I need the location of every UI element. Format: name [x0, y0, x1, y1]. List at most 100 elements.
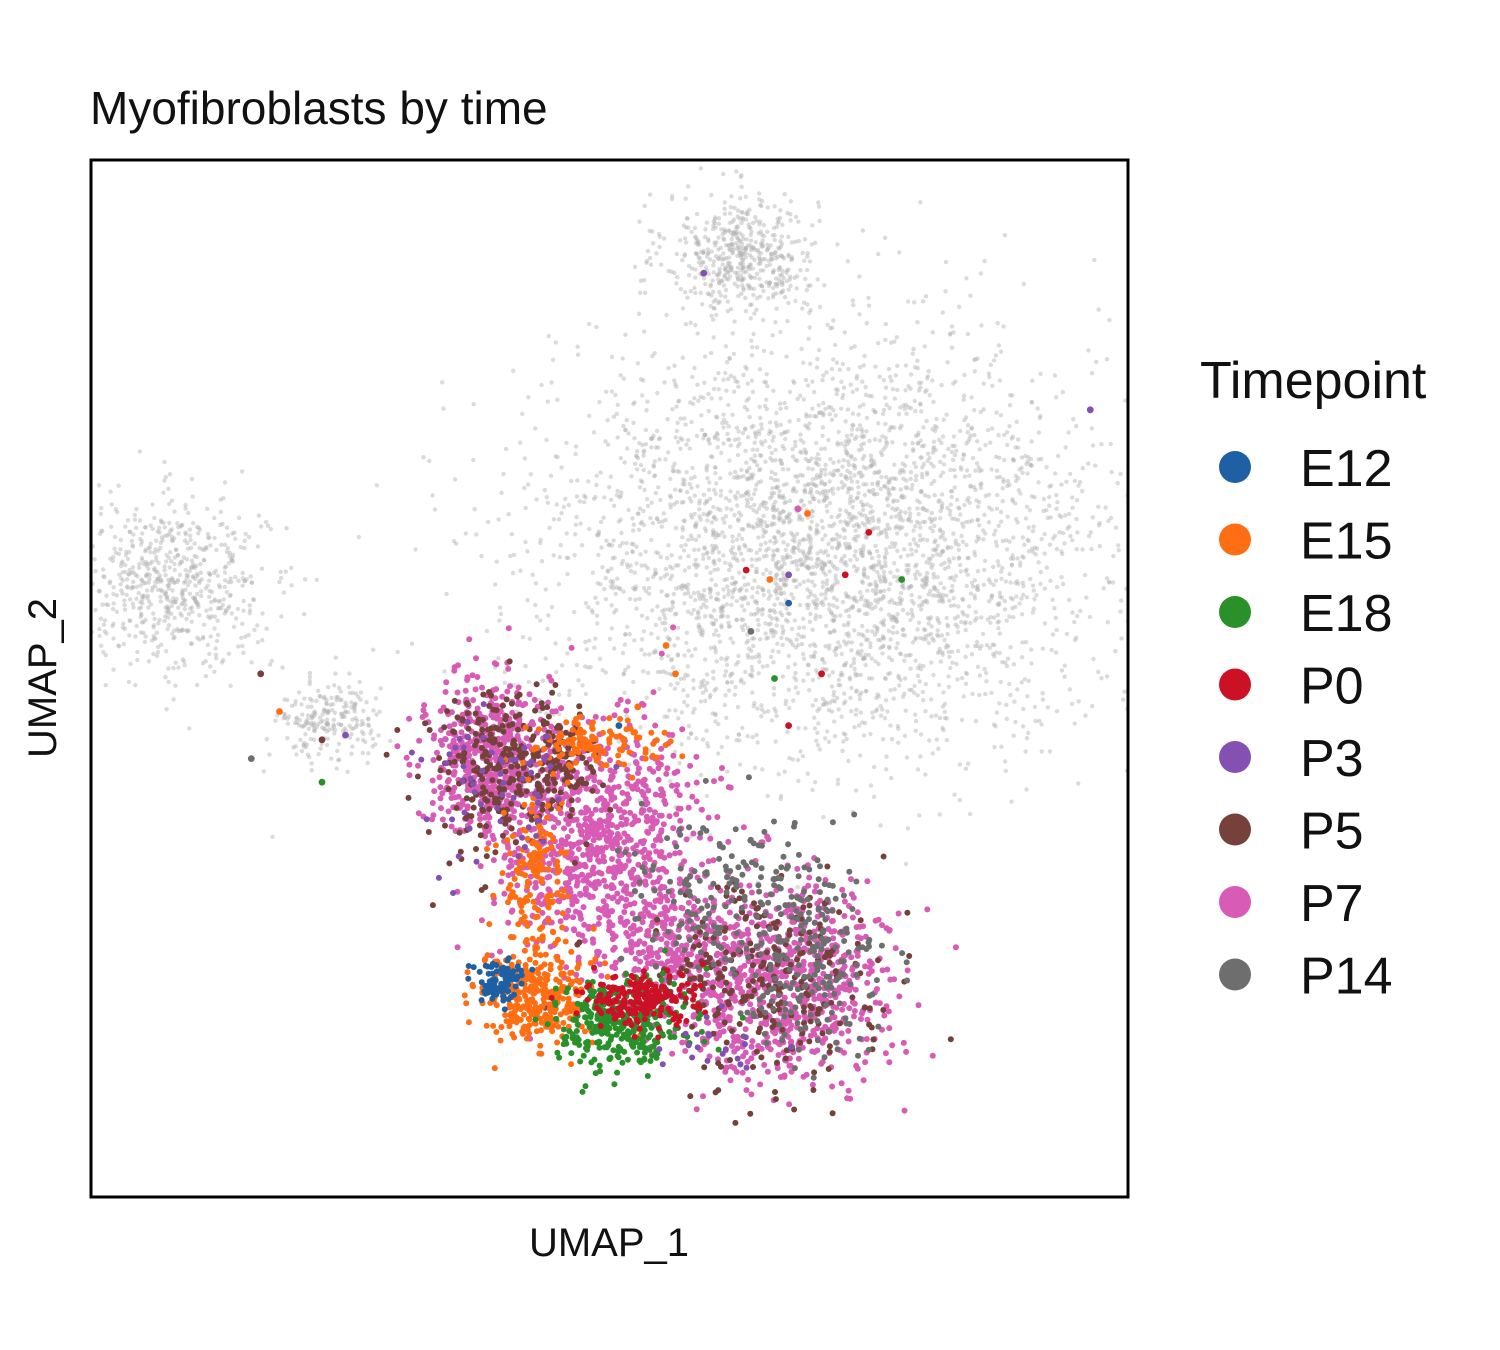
background-point — [672, 643, 677, 648]
background-point — [1160, 557, 1164, 561]
background-point — [150, 502, 155, 507]
background-point — [965, 423, 971, 428]
background-point — [709, 192, 714, 198]
background-point — [333, 655, 338, 660]
background-point — [681, 477, 686, 482]
background-point — [835, 442, 840, 447]
background-point — [360, 719, 365, 724]
background-point — [326, 708, 331, 713]
background-point — [711, 259, 717, 264]
background-point — [749, 664, 754, 670]
background-point — [849, 640, 855, 645]
background-point — [160, 538, 165, 543]
background-point — [70, 581, 74, 585]
background-point — [965, 331, 971, 337]
background-point — [747, 225, 752, 230]
background-point — [139, 577, 144, 582]
background-point — [773, 291, 779, 296]
background-point — [913, 718, 919, 724]
background-point — [726, 592, 731, 597]
background-point — [665, 555, 670, 561]
background-point — [815, 356, 820, 362]
background-point — [205, 583, 210, 588]
background-point — [710, 711, 715, 716]
background-point — [975, 518, 980, 523]
background-point — [848, 382, 853, 387]
background-point — [696, 241, 701, 246]
background-point — [866, 303, 872, 308]
background-point — [705, 476, 710, 481]
background-point — [305, 713, 311, 718]
background-point — [720, 257, 725, 262]
background-point — [197, 580, 202, 586]
background-point — [859, 474, 864, 479]
background-point — [741, 251, 746, 257]
background-point — [162, 525, 167, 530]
background-point — [612, 646, 617, 651]
background-point — [1090, 515, 1095, 520]
background-point — [749, 229, 754, 234]
background-point — [714, 240, 719, 245]
background-point — [307, 670, 313, 676]
background-point — [735, 265, 741, 270]
background-point — [723, 669, 729, 674]
background-point — [681, 499, 686, 505]
background-point — [1023, 639, 1029, 645]
background-point — [1199, 532, 1203, 536]
background-point — [729, 265, 734, 270]
background-point — [721, 256, 727, 261]
background-point — [982, 567, 987, 573]
background-point — [814, 597, 820, 602]
background-point — [187, 527, 193, 532]
background-point — [789, 592, 794, 597]
background-point — [744, 211, 749, 216]
background-point — [283, 569, 288, 574]
background-point — [509, 532, 514, 537]
background-point — [719, 744, 724, 750]
background-point — [862, 353, 867, 359]
background-point — [745, 638, 751, 643]
background-point — [833, 577, 838, 582]
background-point — [884, 767, 889, 772]
background-point — [1147, 445, 1151, 449]
background-point — [246, 534, 252, 540]
background-point — [876, 694, 881, 699]
background-point — [664, 593, 669, 598]
background-point — [801, 503, 806, 508]
background-point — [511, 552, 517, 558]
background-point — [920, 537, 926, 542]
background-point — [311, 737, 317, 742]
background-point — [964, 567, 969, 572]
background-point — [267, 752, 272, 757]
background-point — [784, 577, 789, 583]
background-point — [1021, 583, 1026, 589]
background-point — [590, 610, 595, 615]
background-point — [744, 245, 749, 250]
background-point — [830, 618, 835, 623]
background-point — [1161, 384, 1165, 388]
background-point — [771, 692, 777, 697]
background-point — [737, 762, 743, 767]
background-point — [623, 332, 628, 337]
background-point — [771, 686, 777, 691]
background-point — [203, 659, 208, 664]
background-point — [1003, 768, 1008, 774]
background-point — [550, 357, 556, 362]
background-point — [1004, 663, 1010, 669]
background-point — [774, 623, 779, 628]
background-point — [784, 405, 789, 411]
background-point — [763, 548, 769, 553]
background-point — [916, 380, 922, 386]
background-point — [952, 792, 957, 797]
background-point — [360, 750, 365, 756]
background-point — [992, 745, 997, 750]
background-point — [945, 622, 950, 627]
background-point — [689, 499, 694, 504]
background-point — [771, 513, 776, 519]
background-point — [835, 514, 840, 520]
background-point — [898, 651, 904, 657]
background-point — [754, 732, 759, 738]
background-point — [897, 683, 902, 688]
background-point — [740, 617, 746, 622]
background-point — [688, 289, 693, 294]
